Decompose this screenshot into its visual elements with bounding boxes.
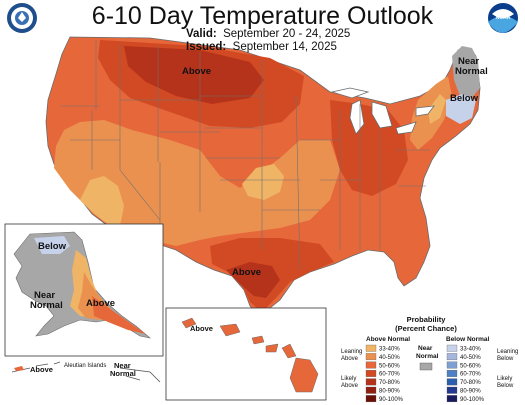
legend-bin-label: 33-40% [460, 347, 481, 353]
svg-text:Normal: Normal [416, 353, 439, 360]
alaska-50-60 [92, 296, 146, 334]
svg-text:NOAA: NOAA [496, 15, 511, 21]
legend-swatch [365, 370, 377, 377]
label-aleutian-above: Above [30, 365, 53, 374]
legend-swatch [446, 361, 458, 369]
noaa-logo-icon: NOAA [488, 3, 518, 33]
aleutian-island-shape [14, 366, 24, 371]
label-alaska-below: Below [38, 241, 67, 252]
svg-text:(Percent Chance): (Percent Chance) [395, 324, 457, 333]
legend-likely-above: Likely [341, 376, 356, 382]
label-hawaii-above: Above [190, 324, 213, 333]
region-near-normal-ne [452, 46, 480, 100]
region-33-40-southwest [80, 176, 124, 226]
svg-text:Above Normal: Above Normal [366, 336, 410, 343]
legend-bin-label: 50-60% [379, 363, 400, 369]
legend-bin-label: 33-40% [379, 347, 400, 353]
legend-swatch [446, 353, 458, 361]
svg-text:Below Normal: Below Normal [446, 336, 490, 343]
legend-bin-label: 80-90% [379, 389, 400, 395]
alaska-below [34, 236, 70, 254]
legend-swatch [446, 395, 458, 403]
legend-swatch [365, 395, 377, 403]
legend-bin-label: 90-100% [379, 397, 404, 403]
label-alaska-near: Near Normal [30, 290, 63, 311]
svg-text:Above: Above [341, 383, 359, 389]
region-below-ne [446, 94, 476, 124]
hawaii-islands [181, 317, 319, 393]
legend-swatch [446, 378, 458, 386]
label-near-normal-ne: Near Normal [455, 56, 488, 77]
svg-text:Probability: Probability [407, 315, 447, 324]
label-above-south: Above [232, 267, 261, 278]
issued-dates: Issued: September 14, 2025 [186, 41, 337, 53]
legend-likely-below: Likely [497, 376, 512, 382]
state-borders [60, 40, 430, 271]
legend-bin-label: 90-100% [460, 397, 485, 403]
region-33-40-central [242, 164, 284, 200]
svg-text:Above: Above [341, 356, 359, 362]
label-above-north: Above [182, 66, 211, 77]
svg-text:Below: Below [497, 356, 514, 362]
legend-bin-label: 40-50% [379, 355, 400, 361]
legend-swatch [365, 353, 377, 361]
legend-leaning-below: Leaning [497, 349, 518, 355]
legend-swatch [365, 378, 377, 386]
valid-dates: Valid: September 20 - 24, 2025 [186, 28, 351, 40]
region-70-80-south [226, 262, 280, 298]
region-40-50-west [54, 120, 340, 246]
legend-swatch [446, 386, 458, 394]
legend-bin-label: 80-90% [460, 389, 481, 395]
legend: Probability (Percent Chance) Above Norma… [341, 315, 518, 403]
legend-bin-label: 40-50% [460, 355, 481, 361]
noaa-seal-icon [7, 3, 37, 33]
legend-swatch [365, 344, 377, 352]
legend-swatch [446, 344, 458, 352]
legend-near-normal-label: Near [418, 345, 433, 352]
region-33-40-ne [428, 94, 446, 124]
legend-bin-label: 50-60% [460, 363, 481, 369]
svg-text:Below: Below [497, 383, 514, 389]
legend-swatch [365, 386, 377, 394]
legend-leaning-above: Leaning [341, 349, 362, 355]
label-alaska-above: Above [86, 298, 115, 309]
legend-bin-label: 60-70% [379, 372, 400, 378]
legend-bin-label: 70-80% [460, 380, 481, 386]
label-aleutian-near: Near Normal [110, 361, 136, 378]
legend-swatch [365, 361, 377, 369]
page-title: 6-10 Day Temperature Outlook [91, 2, 434, 30]
legend-swatch [446, 370, 458, 377]
region-70-80-north [124, 46, 264, 104]
legend-near-swatch [419, 362, 433, 371]
label-below-ne: Below [450, 93, 479, 104]
legend-bin-label: 70-80% [379, 380, 400, 386]
label-aleutian-islands: Aleutian Islands [64, 363, 106, 369]
legend-bin-label: 60-70% [460, 372, 481, 378]
